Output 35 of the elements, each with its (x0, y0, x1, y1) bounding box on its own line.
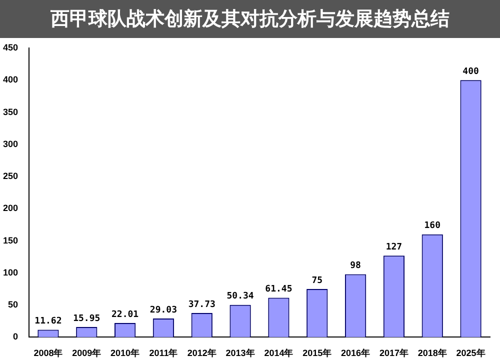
data-label: 29.03 (150, 305, 178, 316)
chart-title: 西甲球队战术创新及其对抗分析与发展趋势总结 (0, 0, 500, 38)
data-label: 75 (312, 276, 323, 286)
data-label: 400 (462, 66, 479, 77)
data-label: 98 (350, 261, 361, 272)
y-tick-label: 100 (2, 267, 18, 278)
data-label: 15.95 (73, 314, 100, 324)
y-tick-label: 450 (2, 42, 18, 52)
y-tick-label: 0 (13, 332, 18, 342)
x-tick-label: 2013年 (226, 348, 255, 358)
x-tick-label: 2008年 (34, 348, 63, 358)
x-tick-label: 2016年 (341, 348, 370, 358)
x-tick-label: 2014年 (264, 348, 294, 358)
data-label: 127 (386, 242, 402, 252)
y-tick-label: 50 (8, 300, 18, 310)
x-tick-label: 2011年 (149, 348, 178, 358)
data-label: 22.01 (112, 310, 139, 320)
x-tick-label: 2009年 (72, 348, 102, 358)
y-tick-label: 200 (2, 203, 18, 214)
y-tick-label: 250 (2, 171, 18, 182)
x-tick-label: 2012年 (187, 348, 216, 358)
x-tick-label: 2018年 (418, 348, 447, 358)
y-tick-label: 150 (2, 235, 18, 246)
y-tick-label: 300 (2, 138, 18, 149)
x-tick-label: 2010年 (110, 348, 140, 358)
data-label: 50.34 (226, 292, 254, 302)
x-tick-label: 2017年 (379, 348, 408, 358)
y-tick-label: 350 (2, 106, 18, 117)
data-label: 160 (424, 221, 441, 232)
x-tick-label: 2025年 (456, 348, 486, 358)
y-tick-label: 400 (2, 74, 18, 85)
data-label: 37.73 (188, 300, 216, 310)
data-label: 61.45 (265, 284, 292, 295)
x-tick-label: 2015年 (302, 348, 332, 358)
data-label: 11.62 (34, 316, 62, 327)
